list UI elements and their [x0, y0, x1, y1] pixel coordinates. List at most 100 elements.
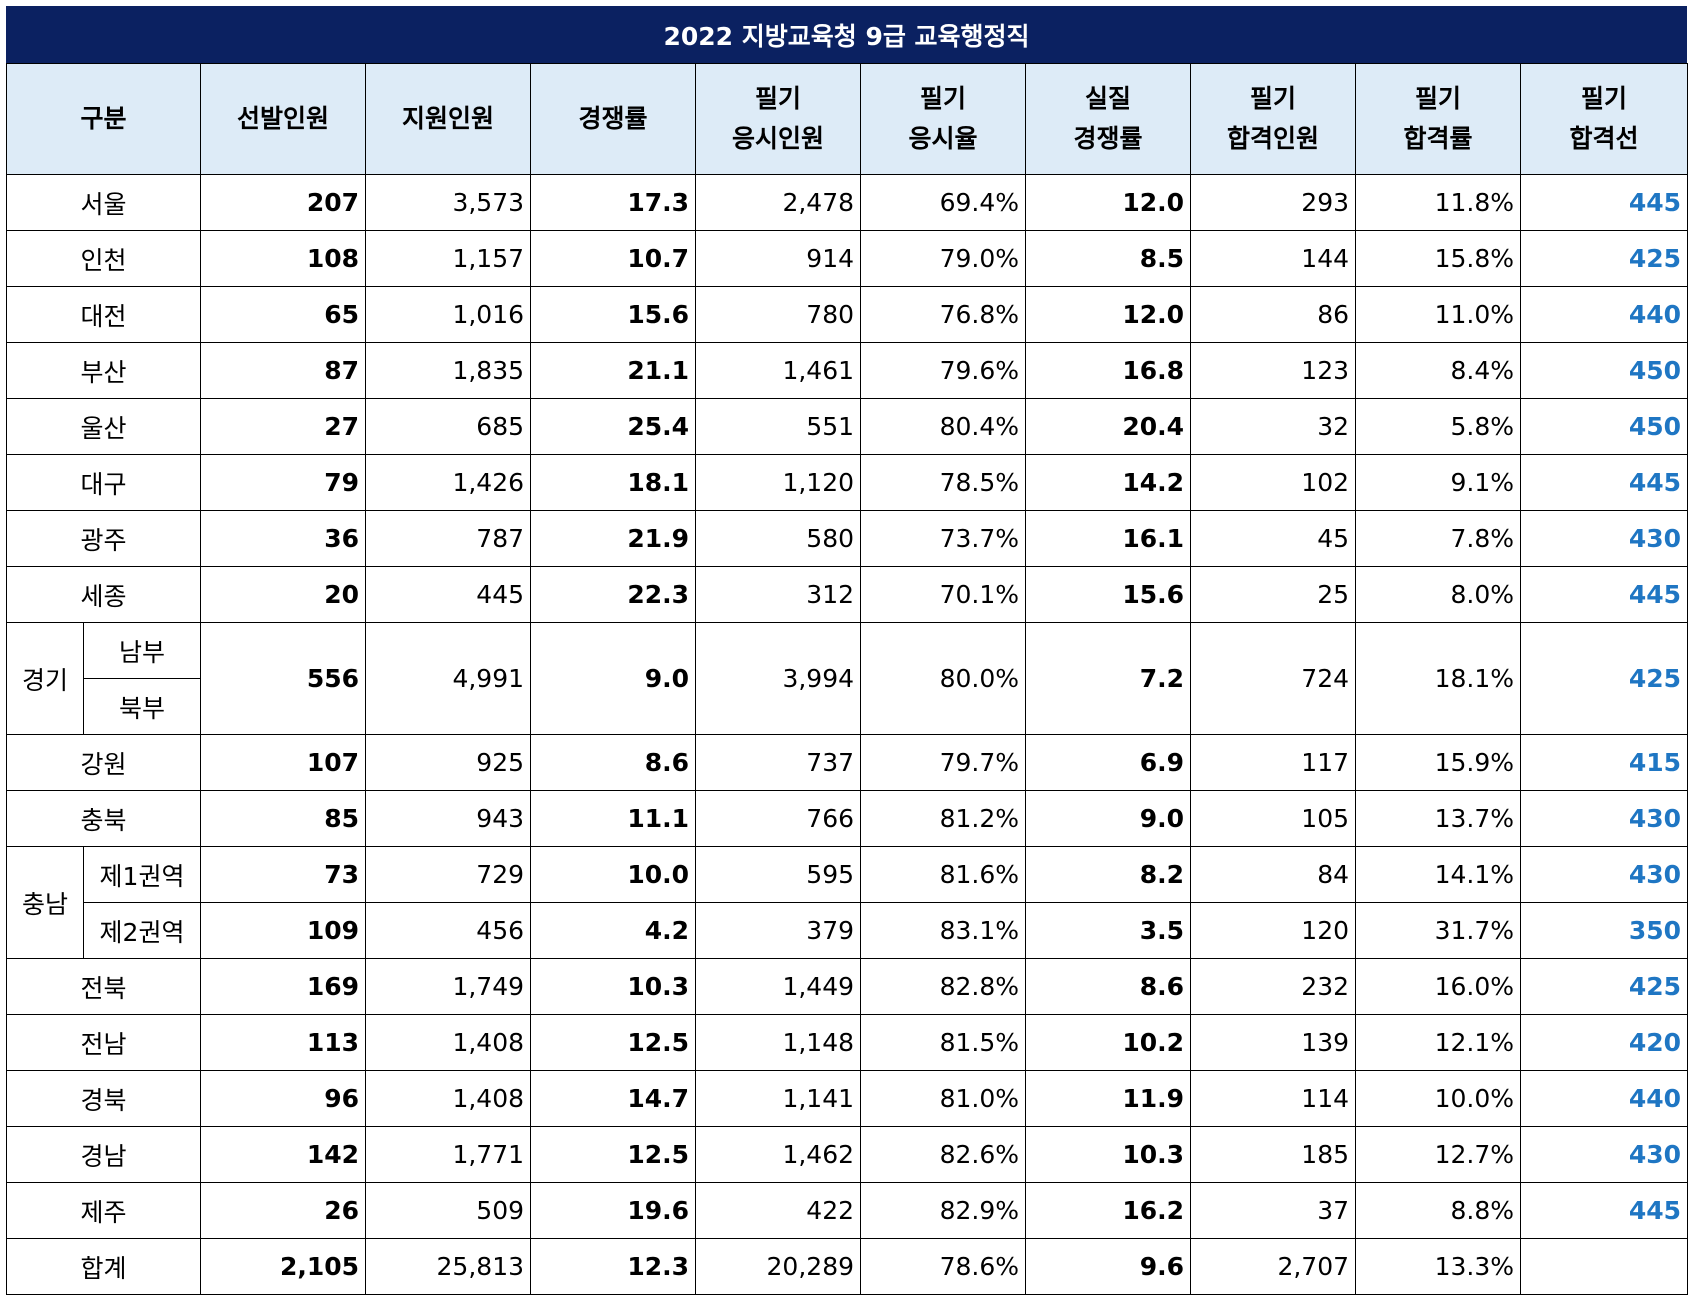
stats-sheet: 2022 지방교육청 9급 교육행정직 구분 선발인원 지원인원 경쟁률 필기 응시인원 필…	[5, 6, 1689, 1295]
cell-competition: 19.6	[530, 1182, 697, 1239]
cell-written-rate: 80.4%	[860, 398, 1027, 455]
cell-competition: 21.1	[530, 342, 697, 399]
cell-pass-rate: 7.8%	[1355, 510, 1522, 567]
cell-applicants: 1,771	[365, 1126, 532, 1183]
cell-real-competition: 9.6	[1025, 1238, 1192, 1295]
table-row: 충북 85 943 11.1 766 81.2% 9.0 105 13.7% 430	[5, 790, 1689, 847]
cell-real-competition: 9.0	[1025, 790, 1192, 847]
cell-competition: 4.2	[530, 902, 697, 959]
cell-competition: 10.0	[530, 846, 697, 903]
cell-passers: 139	[1190, 1014, 1357, 1071]
cell-cutoff: 440	[1520, 286, 1689, 343]
cell-selected: 27	[200, 398, 367, 455]
cell-selected: 142	[200, 1126, 367, 1183]
cell-competition: 18.1	[530, 454, 697, 511]
cell-written-rate: 78.6%	[860, 1238, 1027, 1295]
header-line: 필기	[1250, 84, 1297, 113]
cell-cutoff: 445	[1520, 1182, 1689, 1239]
cell-cutoff: 430	[1520, 510, 1689, 567]
table-body: 서울 207 3,573 17.3 2,478 69.4% 12.0 293 11.8% 445 인…	[5, 174, 1689, 1295]
cell-selected: 2,105	[200, 1238, 367, 1295]
cell-competition: 8.6	[530, 734, 697, 791]
cell-selected: 79	[200, 454, 367, 511]
cell-written-rate: 78.5%	[860, 454, 1027, 511]
cell-written-takers: 1,148	[695, 1014, 862, 1071]
header-cutoff: 필기 합격선	[1520, 63, 1689, 175]
cell-applicants: 1,426	[365, 454, 532, 511]
cell-cutoff: 445	[1520, 174, 1689, 231]
cell-competition: 22.3	[530, 566, 697, 623]
cell-cutoff: 445	[1520, 566, 1689, 623]
table-row: 합계 2,105 25,813 12.3 20,289 78.6% 9.6 2,707 13.3…	[5, 1238, 1689, 1295]
cell-passers: 185	[1190, 1126, 1357, 1183]
cell-applicants: 4,991	[365, 622, 532, 735]
header-line: 경쟁률	[1073, 124, 1143, 153]
cell-applicants: 509	[365, 1182, 532, 1239]
cell-applicants: 3,573	[365, 174, 532, 231]
table-row: 대전 65 1,016 15.6 780 76.8% 12.0 86 11.0% 440	[5, 286, 1689, 343]
cell-passers: 114	[1190, 1070, 1357, 1127]
cell-written-rate: 79.6%	[860, 342, 1027, 399]
cell-written-takers: 1,461	[695, 342, 862, 399]
cell-applicants: 943	[365, 790, 532, 847]
header-line: 선발인원	[237, 104, 330, 133]
header-selected: 선발인원	[200, 63, 367, 175]
table-row: 대구 79 1,426 18.1 1,120 78.5% 14.2 102 9.1% 445	[5, 454, 1689, 511]
region-name: 경남	[5, 1126, 202, 1183]
table-row: 강원 107 925 8.6 737 79.7% 6.9 117 15.9% 415	[5, 734, 1689, 791]
cell-real-competition: 16.1	[1025, 510, 1192, 567]
cell-written-takers: 3,994	[695, 622, 862, 735]
table-row: 울산 27 685 25.4 551 80.4% 20.4 32 5.8% 450	[5, 398, 1689, 455]
header-line: 응시인원	[732, 124, 825, 153]
cell-applicants: 729	[365, 846, 532, 903]
cell-cutoff: 430	[1520, 846, 1689, 903]
table-row: 충남 제1권역 73 729 10.0 595 81.6% 8.2 84 14.1% 430	[6, 846, 1689, 959]
table-row: 경북 96 1,408 14.7 1,141 81.0% 11.9 114 10.0% 440	[5, 1070, 1689, 1127]
cell-applicants: 1,835	[365, 342, 532, 399]
cell-selected: 73	[200, 846, 367, 903]
cell-passers: 105	[1190, 790, 1357, 847]
region-name: 대전	[5, 286, 202, 343]
table-row: 경남 142 1,771 12.5 1,462 82.6% 10.3 185 12.7% 430	[5, 1126, 1689, 1183]
header-line: 합격선	[1569, 124, 1639, 153]
cell-written-takers: 595	[695, 846, 862, 903]
cell-competition: 21.9	[530, 510, 697, 567]
cell-cutoff: 440	[1520, 1070, 1689, 1127]
region-name: 충남	[6, 846, 84, 959]
cell-real-competition: 10.2	[1025, 1014, 1192, 1071]
cell-cutoff: 445	[1520, 454, 1689, 511]
cell-applicants: 1,016	[365, 286, 532, 343]
cell-selected: 65	[200, 286, 367, 343]
cell-pass-rate: 11.0%	[1355, 286, 1522, 343]
cell-selected: 26	[200, 1182, 367, 1239]
cell-real-competition: 10.3	[1025, 1126, 1192, 1183]
region-name: 합계	[5, 1238, 202, 1295]
cell-pass-rate: 8.8%	[1355, 1182, 1522, 1239]
cell-selected: 169	[200, 958, 367, 1015]
cell-selected: 113	[200, 1014, 367, 1071]
region-name: 경북	[5, 1070, 202, 1127]
cell-cutoff: 350	[1520, 902, 1689, 959]
cell-written-takers: 2,478	[695, 174, 862, 231]
cell-real-competition: 11.9	[1025, 1070, 1192, 1127]
cell-written-takers: 20,289	[695, 1238, 862, 1295]
cell-cutoff: 450	[1520, 398, 1689, 455]
cell-written-takers: 1,141	[695, 1070, 862, 1127]
cell-selected: 20	[200, 566, 367, 623]
cell-pass-rate: 13.7%	[1355, 790, 1522, 847]
cell-written-rate: 82.6%	[860, 1126, 1027, 1183]
cell-real-competition: 16.8	[1025, 342, 1192, 399]
cell-passers: 724	[1190, 622, 1357, 735]
cell-cutoff: 425	[1520, 230, 1689, 287]
cell-selected: 96	[200, 1070, 367, 1127]
cell-written-rate: 70.1%	[860, 566, 1027, 623]
cell-applicants: 1,408	[365, 1070, 532, 1127]
header-line: 응시율	[908, 124, 978, 153]
cell-selected: 207	[200, 174, 367, 231]
table-row: 전북 169 1,749 10.3 1,449 82.8% 8.6 232 16.0% 425	[5, 958, 1689, 1015]
cell-passers: 102	[1190, 454, 1357, 511]
cell-written-takers: 914	[695, 230, 862, 287]
cell-selected: 85	[200, 790, 367, 847]
cell-written-rate: 80.0%	[860, 622, 1027, 735]
cell-competition: 25.4	[530, 398, 697, 455]
